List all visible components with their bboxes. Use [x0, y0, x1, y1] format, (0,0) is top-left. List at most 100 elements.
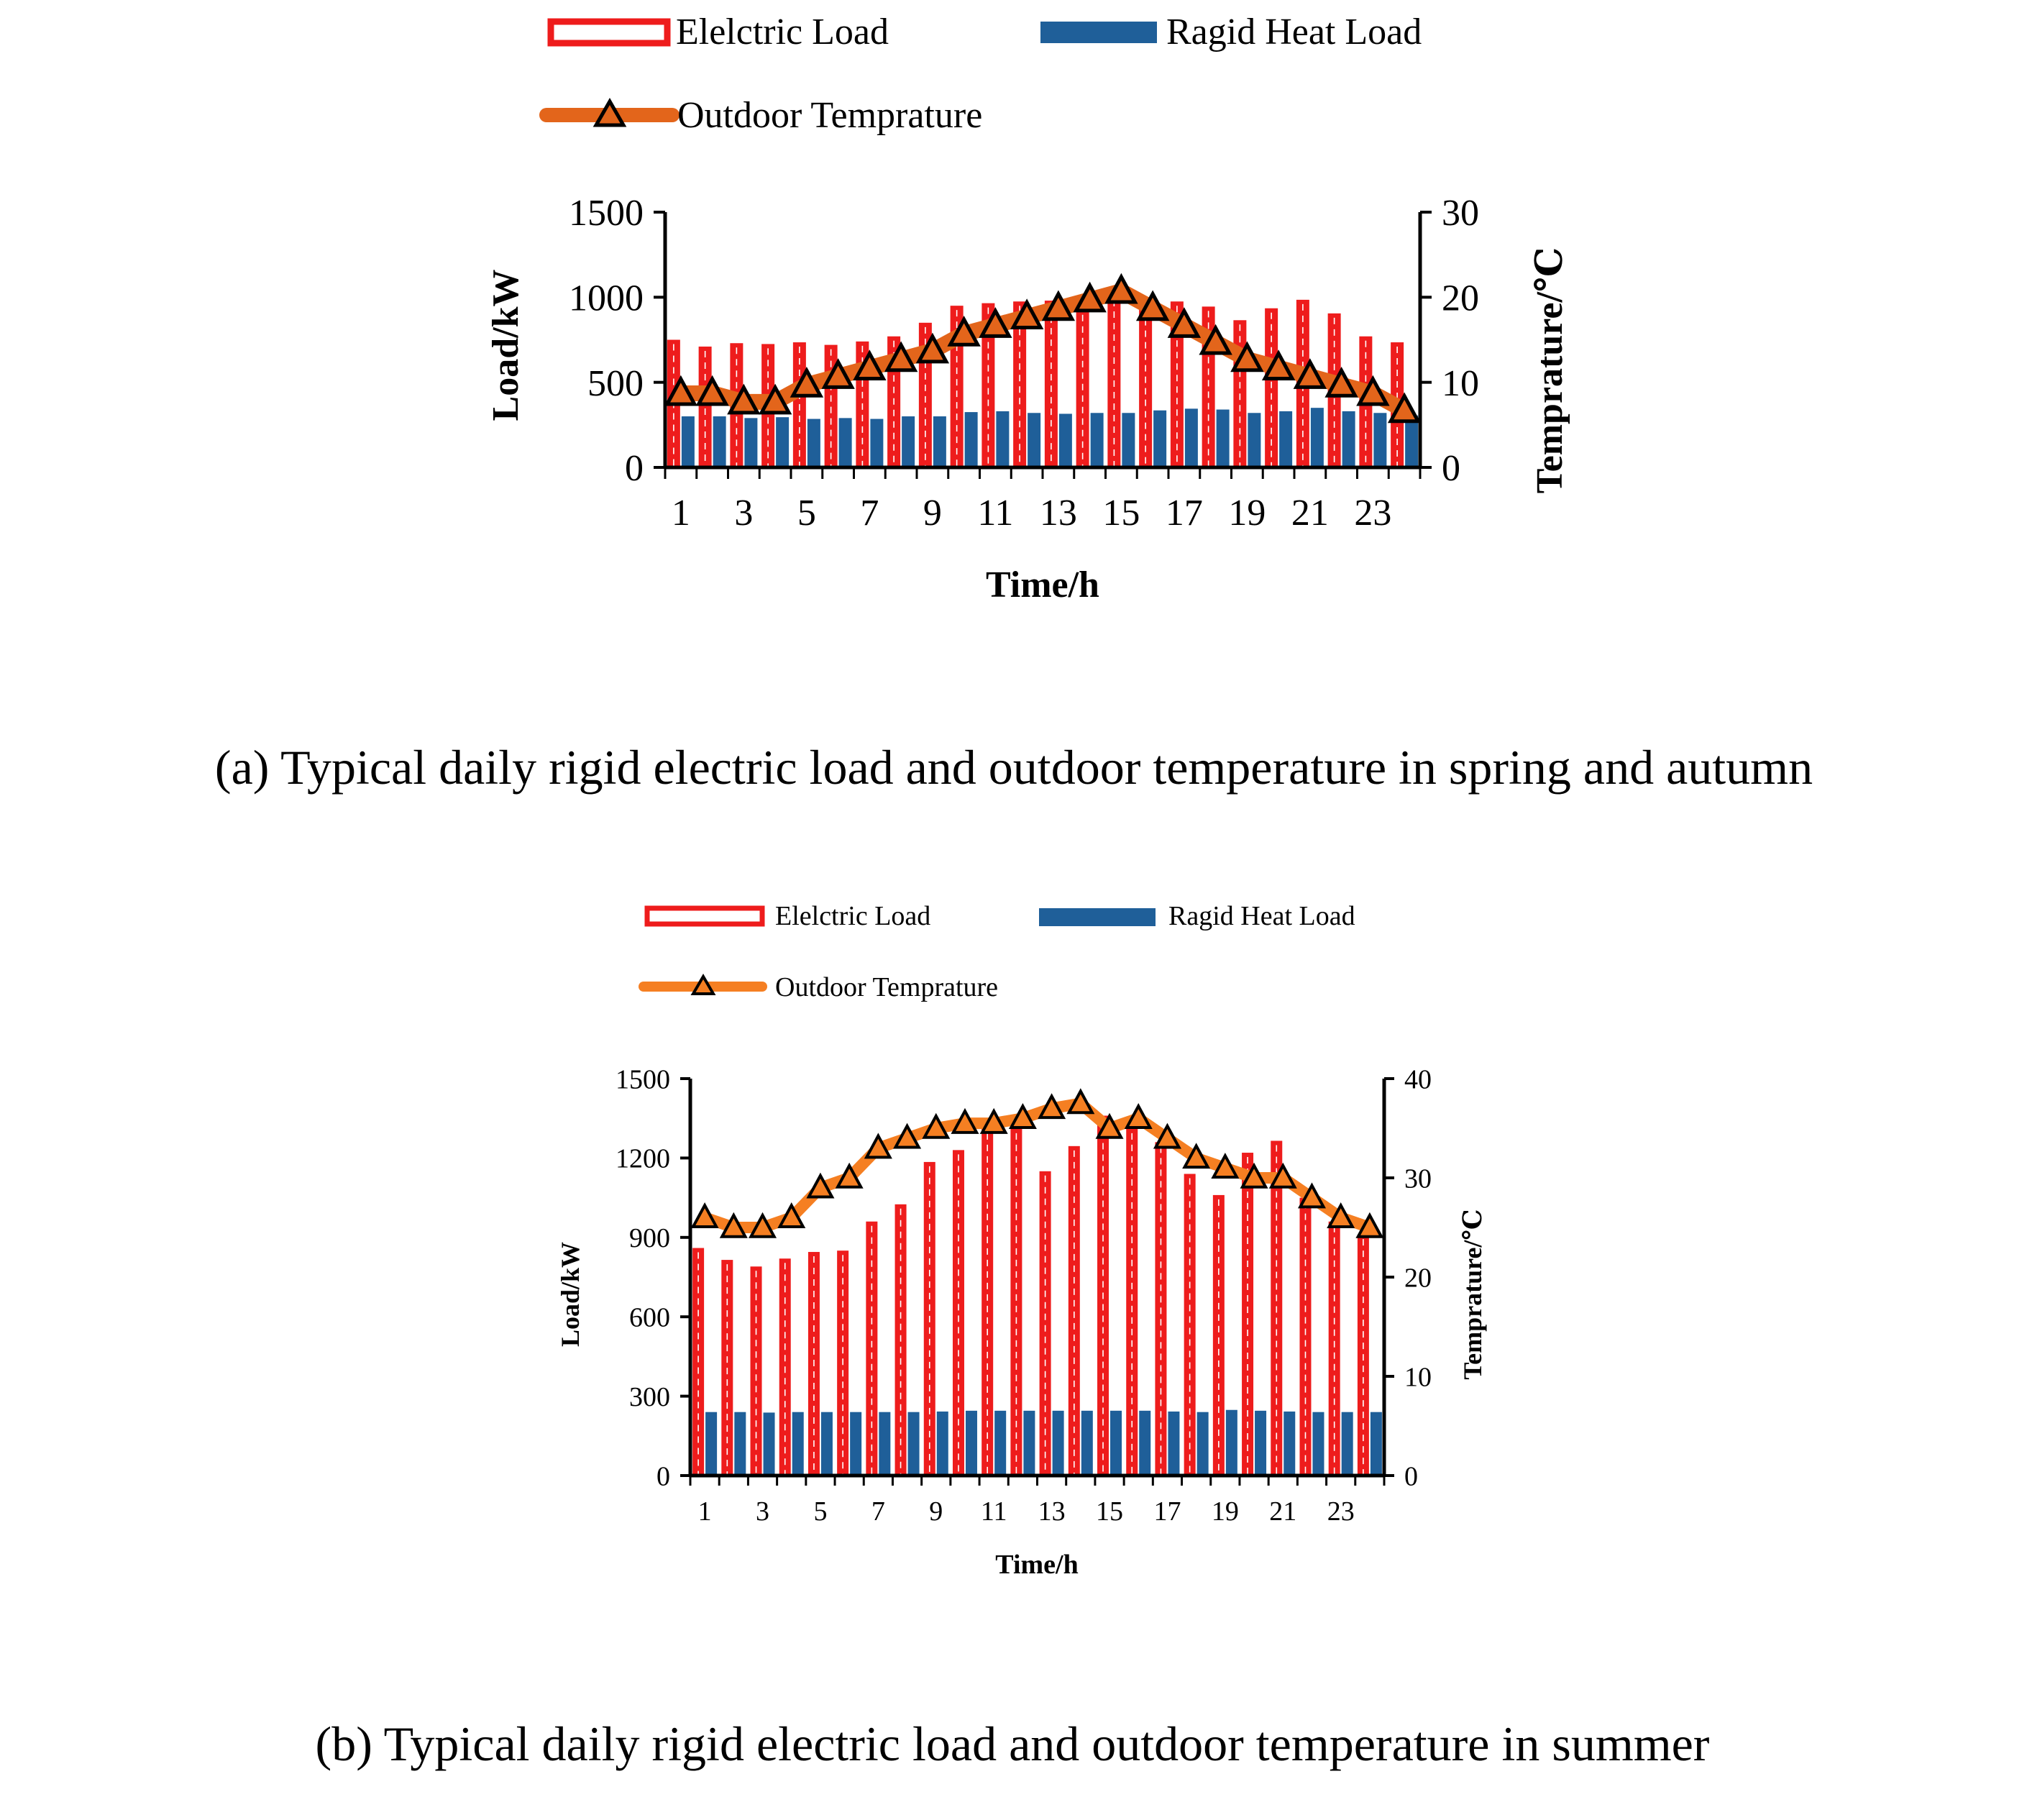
temperature-marker-4 — [777, 1202, 806, 1228]
electric-bar-2 — [721, 1260, 733, 1476]
heat-bar-10 — [965, 1410, 977, 1476]
heat-bar-6 — [838, 418, 852, 467]
x-tick-label-19: 19 — [1228, 493, 1266, 534]
temperature-marker-5 — [790, 366, 824, 398]
temperature-marker-9 — [922, 1112, 951, 1139]
heat-bar-1 — [705, 1412, 718, 1476]
legend-b-electric-swatch — [644, 905, 765, 927]
chart-a: Elelctric Load Ragid Heat Load Outdoor T… — [215, 12, 1813, 795]
heat-bar-5 — [807, 419, 820, 467]
x-tick-label-17: 17 — [1166, 493, 1203, 534]
electric-bar-13 — [1039, 1171, 1051, 1476]
electric-bar-19 — [1212, 1194, 1225, 1476]
chart-b-y-axis-title: Load/kW — [556, 1242, 585, 1347]
right-tick-label-3: 30 — [1404, 1163, 1432, 1194]
electric-bar-2 — [698, 346, 712, 467]
chart-a-temperature-series — [664, 273, 1422, 424]
electric-bar-10 — [952, 1150, 964, 1476]
x-tick-label-15: 15 — [1096, 1496, 1123, 1527]
temperature-marker-7 — [864, 1133, 892, 1159]
temperature-marker-14 — [1066, 1088, 1095, 1115]
heat-bar-18 — [1216, 409, 1230, 467]
heat-bar-24 — [1405, 415, 1419, 467]
heat-bar-1 — [681, 416, 695, 467]
temperature-marker-3 — [749, 1212, 777, 1238]
heat-bar-21 — [1284, 1411, 1296, 1476]
right-tick-label-1: 10 — [1404, 1362, 1432, 1392]
x-tick-label-11: 11 — [981, 1496, 1007, 1527]
legend-a-heat-label: Ragid Heat Load — [1166, 12, 1422, 52]
heat-bar-12 — [1023, 1410, 1035, 1476]
temperature-marker-2 — [695, 375, 729, 406]
temperature-marker-22 — [1324, 366, 1358, 398]
heat-bar-14 — [1090, 413, 1104, 467]
temperature-marker-20 — [1240, 1162, 1268, 1189]
temperature-marker-23 — [1327, 1202, 1355, 1228]
chart-b-heat-bars — [705, 1409, 1382, 1476]
temperature-marker-22 — [1297, 1182, 1326, 1209]
heat-bar-23 — [1341, 1412, 1353, 1476]
x-tick-label-11: 11 — [977, 493, 1013, 534]
heat-bar-3 — [763, 1412, 775, 1476]
temperature-marker-21 — [1268, 1162, 1297, 1189]
heat-bar-22 — [1312, 1412, 1324, 1476]
x-tick-label-1: 1 — [698, 1496, 712, 1527]
temperature-line — [672, 283, 1413, 419]
x-tick-label-3: 3 — [734, 493, 753, 534]
heat-bar-18 — [1196, 1412, 1209, 1476]
right-tick-label-0: 0 — [1404, 1461, 1418, 1491]
temperature-marker-10 — [951, 1107, 979, 1134]
x-tick-label-19: 19 — [1212, 1496, 1239, 1527]
left-tick-label-4: 1200 — [616, 1144, 670, 1174]
temperature-marker-16 — [1124, 1103, 1153, 1129]
left-tick-label-1: 500 — [587, 363, 644, 404]
temperature-marker-8 — [893, 1122, 922, 1149]
right-tick-label-4: 40 — [1404, 1064, 1432, 1094]
x-tick-label-21: 21 — [1291, 493, 1329, 534]
chart-b-caption: (b) Typical daily rigid electric load an… — [316, 1716, 1710, 1771]
temperature-marker-14 — [1073, 281, 1107, 313]
heat-bar-14 — [1081, 1410, 1093, 1476]
x-tick-label-9: 9 — [929, 1496, 943, 1527]
temperature-marker-19 — [1211, 1153, 1240, 1179]
right-tick-label-2: 20 — [1442, 278, 1479, 319]
right-tick-label-1: 10 — [1442, 363, 1479, 404]
legend-a: Elelctric Load Ragid Heat Load Outdoor T… — [539, 12, 1422, 136]
electric-bar-11 — [982, 1128, 994, 1476]
left-tick-label-3: 1500 — [569, 193, 644, 234]
left-tick-label-0: 0 — [625, 448, 644, 489]
legend-a-temp-marker — [592, 97, 627, 127]
heat-bar-2 — [734, 1412, 746, 1476]
electric-bar-17 — [1170, 301, 1184, 467]
chart-b-electric-bars — [692, 1115, 1369, 1476]
x-tick-label-23: 23 — [1327, 1496, 1355, 1527]
electric-bar-13 — [1044, 301, 1058, 467]
chart-a-caption: (a) Typical daily rigid electric load an… — [215, 740, 1813, 795]
chart-a-heat-bars — [681, 408, 1419, 467]
heat-bar-15 — [1122, 413, 1135, 467]
heat-bar-7 — [879, 1412, 891, 1476]
temperature-marker-12 — [1010, 298, 1044, 330]
temperature-marker-17 — [1153, 1122, 1181, 1149]
temperature-marker-16 — [1135, 290, 1170, 321]
heat-bar-11 — [994, 1410, 1007, 1476]
temperature-marker-6 — [821, 358, 855, 389]
electric-bar-7 — [866, 1221, 878, 1476]
electric-bar-20 — [1242, 1153, 1254, 1476]
legend-b-temp-label: Outdoor Temprature — [775, 972, 998, 1002]
x-tick-label-3: 3 — [756, 1496, 769, 1527]
x-tick-label-13: 13 — [1040, 493, 1077, 534]
temperature-marker-12 — [1008, 1103, 1037, 1129]
temperature-marker-8 — [884, 341, 918, 372]
chart-a-y2-axis-title: Temprature/℃ — [1529, 247, 1570, 494]
chart-b-ticks — [680, 1077, 1394, 1486]
temperature-marker-1 — [690, 1202, 719, 1228]
electric-bar-3 — [750, 1266, 762, 1476]
heat-bar-2 — [713, 416, 726, 467]
heat-bar-8 — [902, 416, 915, 467]
temperature-marker-18 — [1199, 324, 1232, 355]
heat-bar-11 — [996, 411, 1010, 467]
left-tick-label-3: 900 — [629, 1223, 670, 1253]
